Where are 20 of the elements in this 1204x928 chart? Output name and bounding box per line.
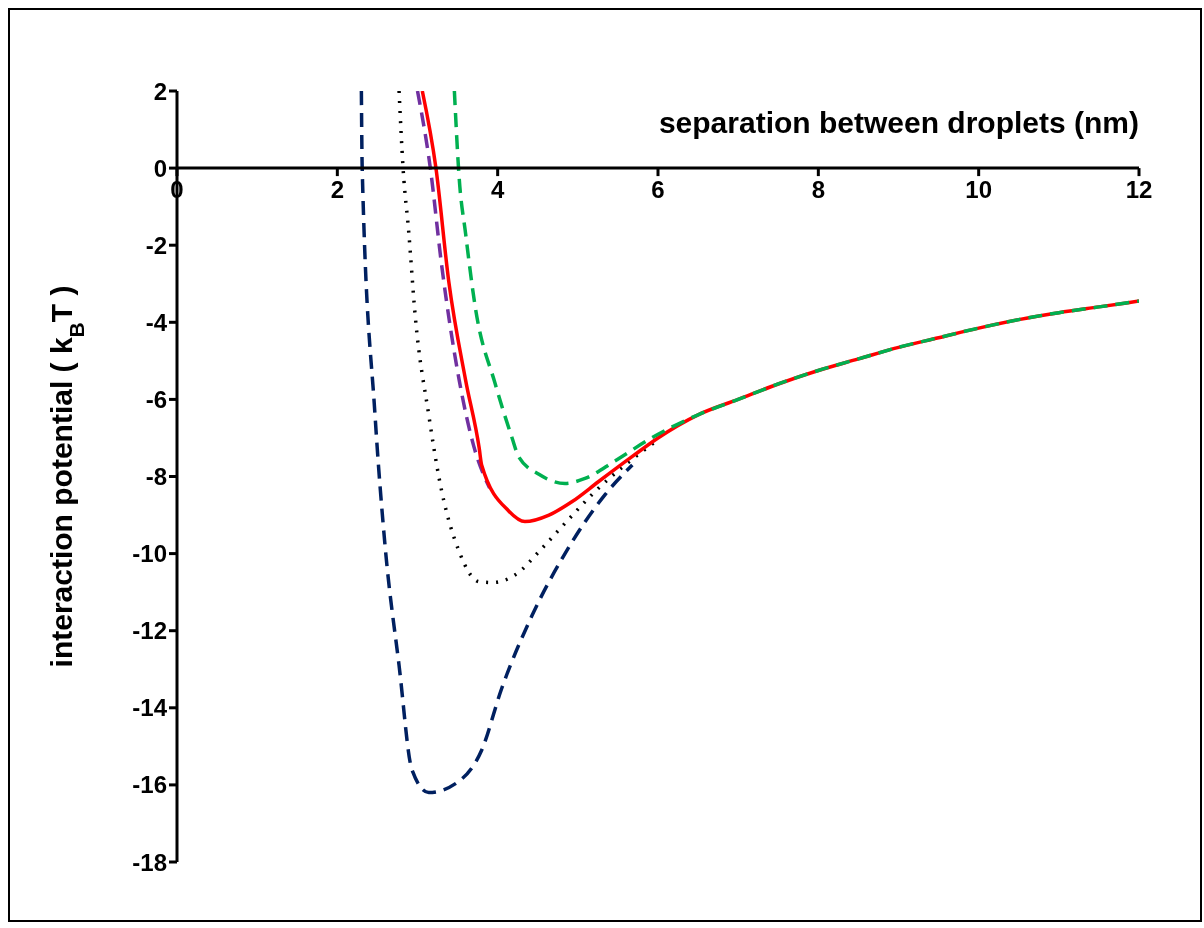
x-tick-label: 2: [330, 176, 345, 204]
y-tick-label: -14: [132, 694, 168, 722]
y-tick-label: -16: [132, 771, 167, 799]
x-tick-label: 10: [965, 176, 993, 204]
y-tick-label: -6: [145, 385, 167, 413]
y-tick-label: -10: [132, 540, 167, 568]
y-tick-label: -4: [145, 308, 168, 336]
y-tick-label: -18: [132, 848, 167, 876]
x-tick-label: 12: [1125, 176, 1153, 204]
y-tick-label: -8: [145, 463, 167, 491]
y-tick-label: 2: [153, 77, 167, 105]
y-tick-label: -2: [145, 231, 167, 259]
x-tick-label: 8: [811, 176, 826, 204]
y-tick-label: -12: [132, 617, 167, 645]
x-axis-title: separation between droplets (nm): [658, 106, 1139, 139]
line-series: [359, 91, 635, 795]
y-tick-label: 0: [153, 154, 167, 182]
x-tick-label: 6: [651, 176, 665, 204]
line-series: [415, 91, 492, 490]
x-tick-label: 4: [490, 176, 505, 204]
